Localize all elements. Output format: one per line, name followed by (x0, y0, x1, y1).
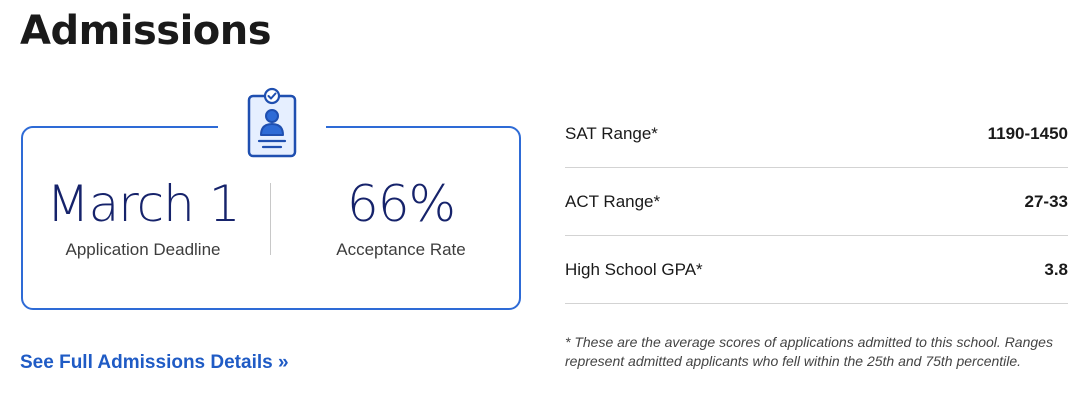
score-label: SAT Range* (565, 123, 658, 143)
acceptance-stat: 66% Acceptance Rate (276, 178, 526, 260)
score-value: 1190-1450 (987, 123, 1068, 143)
page-title: Admissions (20, 8, 272, 54)
score-label: High School GPA* (565, 259, 703, 279)
acceptance-label: Acceptance Rate (336, 240, 466, 259)
id-badge-icon (218, 84, 326, 164)
stat-divider (270, 183, 271, 255)
score-row-sat: SAT Range* 1190-1450 (565, 100, 1068, 168)
scores-footnote: * These are the average scores of applic… (565, 334, 1053, 369)
scores-table: SAT Range* 1190-1450 ACT Range* 27-33 Hi… (565, 100, 1068, 304)
score-label: ACT Range* (565, 191, 661, 211)
score-row-act: ACT Range* 27-33 (565, 168, 1068, 236)
score-row-gpa: High School GPA* 3.8 (565, 236, 1068, 304)
deadline-label: Application Deadline (65, 240, 221, 259)
deadline-value: March 1 (46, 175, 240, 233)
score-value: 3.8 (1044, 259, 1068, 279)
score-value: 27-33 (1024, 191, 1068, 211)
acceptance-value: 66% (346, 175, 456, 233)
see-full-admissions-details-link[interactable]: See Full Admissions Details » (20, 352, 289, 373)
deadline-stat: March 1 Application Deadline (18, 178, 268, 260)
